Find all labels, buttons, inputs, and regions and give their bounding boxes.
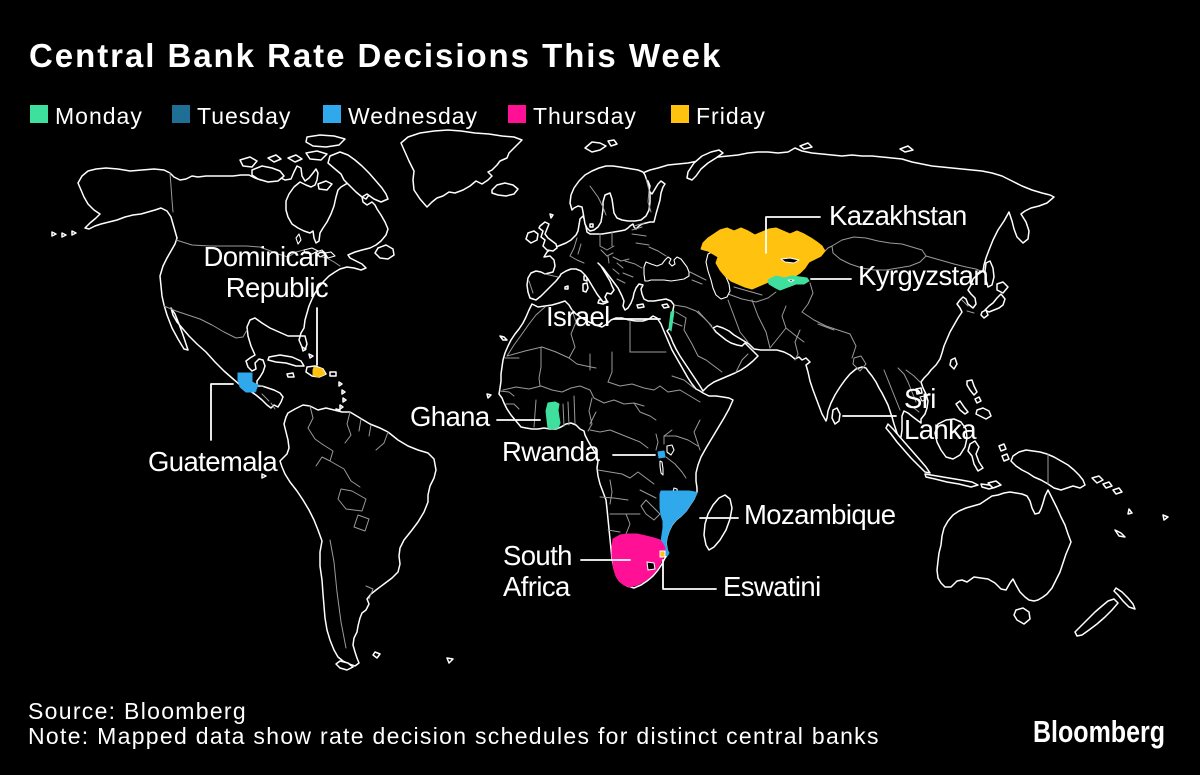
svg-text:Ghana: Ghana xyxy=(410,401,491,432)
svg-text:Rwanda: Rwanda xyxy=(502,436,601,467)
svg-text:Sri: Sri xyxy=(904,383,936,414)
svg-text:Dominican: Dominican xyxy=(203,241,328,272)
svg-text:Lanka: Lanka xyxy=(904,414,977,445)
svg-text:Kazakhstan: Kazakhstan xyxy=(829,200,967,231)
svg-text:Kyrgyzstan: Kyrgyzstan xyxy=(858,260,988,291)
svg-text:Africa: Africa xyxy=(503,571,571,602)
svg-text:Guatemala: Guatemala xyxy=(148,446,278,477)
svg-text:Israel: Israel xyxy=(546,301,610,332)
svg-text:Mozambique: Mozambique xyxy=(744,499,896,530)
svg-text:Eswatini: Eswatini xyxy=(723,571,821,602)
svg-text:South: South xyxy=(503,540,572,571)
svg-text:Republic: Republic xyxy=(226,272,329,303)
